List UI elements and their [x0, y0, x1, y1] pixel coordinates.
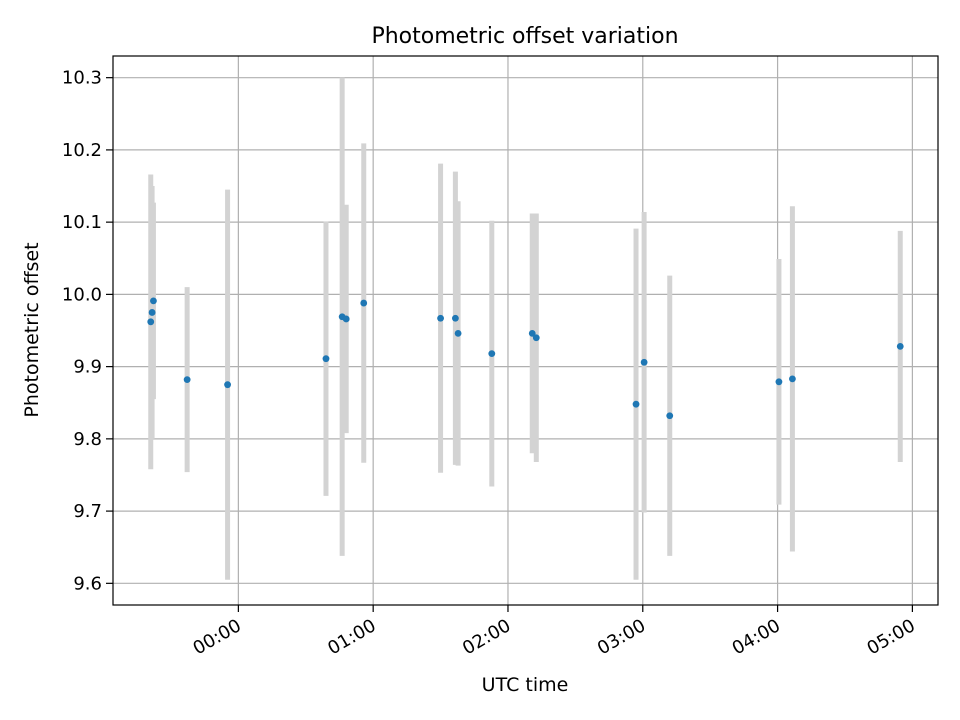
y-tick-label: 10.0 [62, 284, 102, 305]
plot-frame [112, 55, 939, 606]
data-point [632, 400, 640, 408]
data-point [183, 376, 191, 384]
data-point [666, 412, 674, 420]
chart-title: Photometric offset variation [371, 24, 678, 49]
data-point [148, 309, 156, 316]
data-point [528, 329, 536, 337]
data-point [789, 375, 796, 383]
data-point [147, 318, 155, 326]
y-tick-label: 10.3 [62, 68, 102, 89]
data-point [896, 342, 904, 350]
data-point [360, 299, 368, 307]
data-point [342, 315, 350, 323]
data-point [488, 350, 496, 358]
y-tick-label: 10.1 [62, 212, 102, 233]
data-point [452, 314, 459, 322]
data-points [147, 297, 904, 420]
y-tick-label: 9.8 [73, 429, 102, 450]
y-tick-label: 9.9 [73, 357, 102, 378]
data-point [437, 314, 444, 322]
y-axis-label: Photometric offset [21, 242, 43, 417]
y-axis-ticks: 9.6 9.7 9.8 9.9 10.0 10.1 10.2 10.3 [62, 68, 113, 594]
y-tick-label: 9.7 [73, 501, 102, 522]
x-axis-label: UTC time [482, 674, 569, 696]
data-point [224, 381, 231, 389]
data-point [640, 358, 648, 366]
data-point [454, 329, 462, 337]
data-point [532, 334, 540, 342]
data-point [322, 355, 330, 363]
y-gridlines [113, 77, 938, 584]
data-point [775, 378, 783, 386]
y-tick-label: 10.2 [62, 140, 102, 161]
data-point [150, 297, 157, 305]
y-tick-label: 9.6 [73, 573, 102, 594]
